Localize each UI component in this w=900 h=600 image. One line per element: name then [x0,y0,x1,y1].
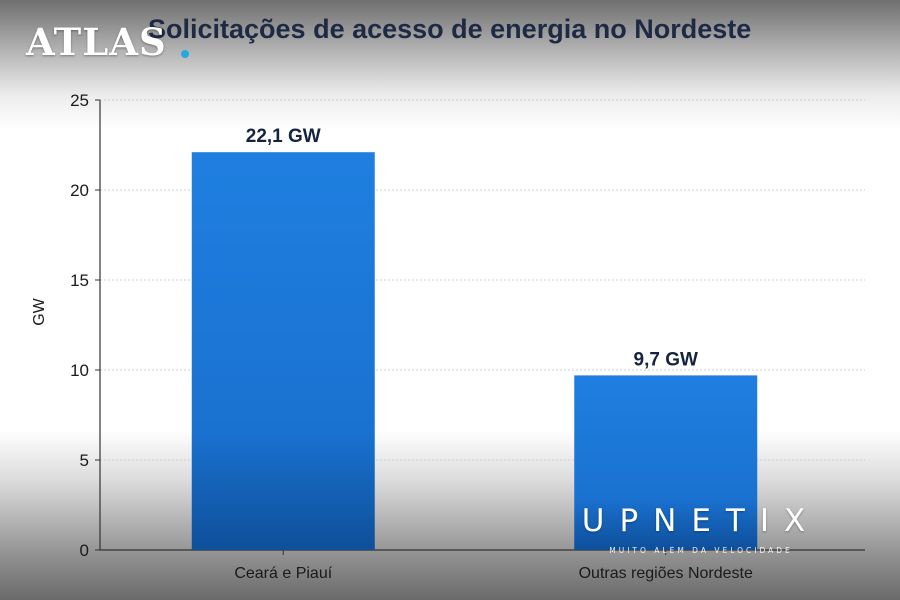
y-tick-label: 10 [70,361,89,380]
bar [574,375,758,550]
bar-data-label: 22,1 GW [246,126,321,147]
y-axis-label: GW [31,297,48,325]
y-tick-label: 5 [80,451,89,470]
bar-data-label: 9,7 GW [634,349,698,370]
chart-title: Solicitações de acesso de energia no Nor… [148,14,752,44]
y-tick-label: 20 [70,181,89,200]
bar [191,152,375,550]
y-tick-label: 25 [70,91,89,110]
y-tick-label: 0 [80,541,89,560]
x-tick-label: Ceará e Piauí [234,565,332,582]
upnetix-logo-text: UPNETIX [581,503,821,539]
y-tick-label: 15 [70,271,89,290]
x-tick-label: Outras regiões Nordeste [579,565,753,582]
upnetix-logo: UPNETIX MUITO ALÉM DA VELOCIDADE [566,503,836,556]
atlas-logo: ATLAS [26,20,167,64]
upnetix-logo-tagline: MUITO ALÉM DA VELOCIDADE [609,546,793,555]
atlas-logo-dot [181,50,189,58]
